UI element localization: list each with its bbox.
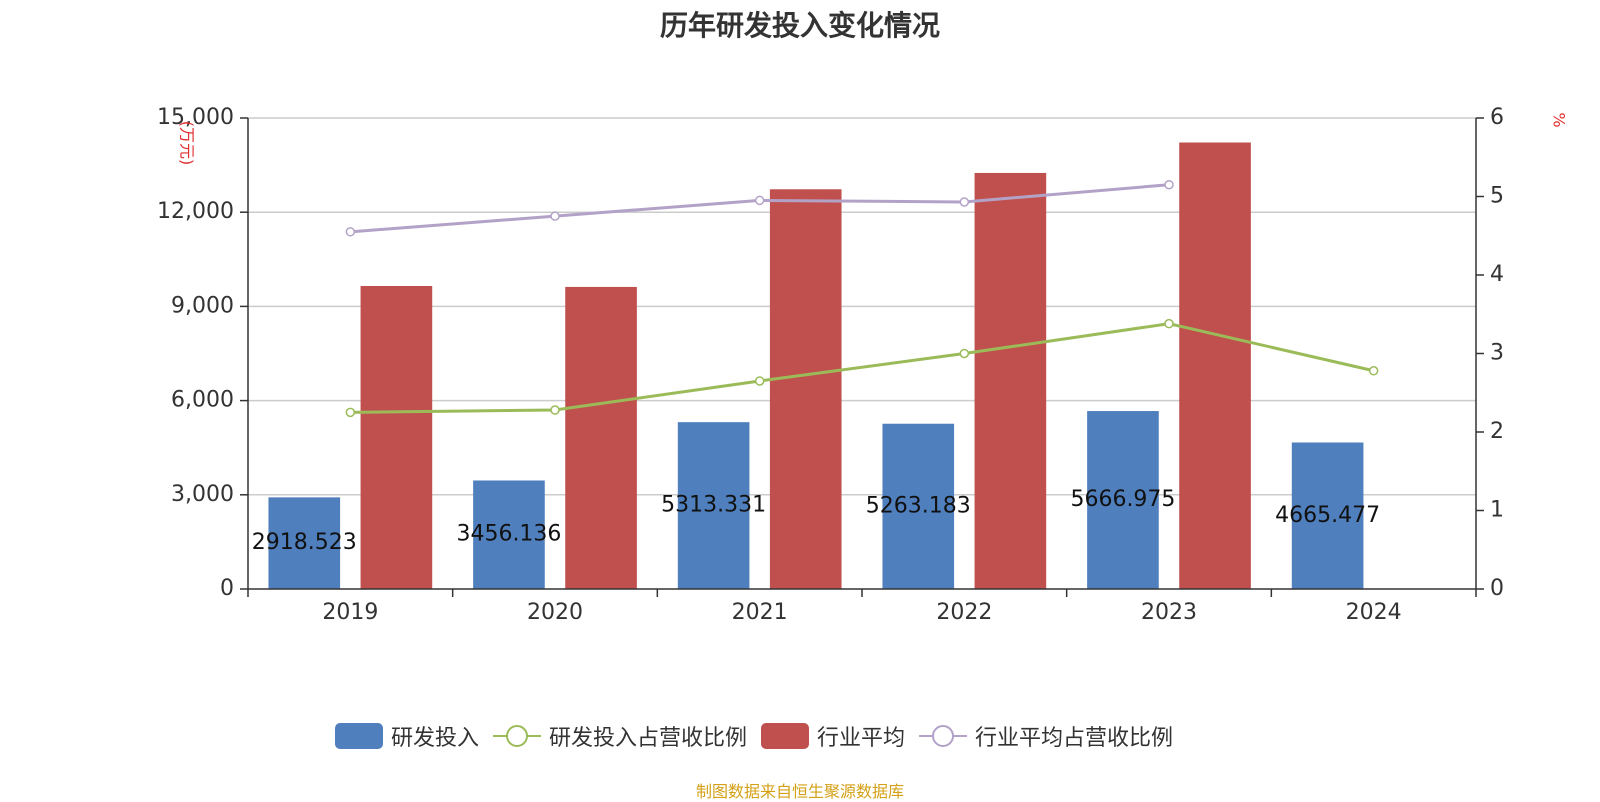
bar (360, 285, 433, 589)
left-axis-tick-label: 15,000 (157, 105, 234, 130)
bar (565, 286, 637, 589)
bar-data-label: 5666.975 (1070, 487, 1175, 512)
legend-label: 研发投入 (391, 726, 480, 751)
left-axis-tick-label: 3,000 (171, 482, 234, 507)
line-point (1164, 179, 1174, 190)
legend: 研发投入 研发投入占营收比例 行业平均 行业平均占营收比例 (335, 716, 1187, 756)
right-axis-tick-label: 1 (1490, 498, 1504, 523)
legend-item-rd-ratio[interactable]: 研发投入占营收比例 (493, 720, 747, 752)
line-point (1368, 366, 1379, 376)
axes: 0 3,000 6,000 9,000 12,000 15,000 0 1 2 3 4 5 6 2019 2… (157, 105, 1504, 625)
legend-swatch-rd-ratio (493, 725, 542, 747)
line-point (1164, 318, 1174, 329)
left-axis-tick-label: 0 (220, 576, 234, 601)
bar (1291, 442, 1364, 589)
legend-item-industry-average[interactable]: 行业平均 (761, 720, 905, 752)
bar-data-label: 5263.183 (866, 493, 971, 518)
gridlines (248, 117, 1476, 496)
bar (1087, 411, 1159, 589)
bars (268, 142, 1364, 589)
x-axis-tick-label: 2022 (936, 600, 992, 625)
x-axis-tick-label: 2023 (1141, 600, 1197, 625)
legend-swatch-industry-average (761, 723, 810, 749)
bar-data-label: 2918.523 (252, 530, 357, 555)
series-line (350, 322, 1375, 414)
left-axis-unit-label: (万元) (178, 121, 197, 166)
bar (882, 423, 955, 589)
data-labels: 2918.523 3456.136 5313.331 5263.183 5666.975… (252, 487, 1380, 555)
line-point (345, 227, 356, 237)
right-axis-tick-label: 6 (1490, 105, 1504, 130)
right-axis-tick-label: 4 (1490, 262, 1504, 287)
line-point (754, 195, 765, 206)
line-point (959, 197, 970, 207)
legend-label: 研发投入占营收比例 (549, 726, 748, 751)
line-point (550, 211, 560, 221)
bar (1179, 142, 1251, 589)
right-axis-tick-label: 0 (1490, 576, 1504, 601)
bar (677, 422, 750, 589)
source-note: 制图数据来自恒生聚源数据库 (695, 782, 904, 801)
bar (473, 480, 545, 589)
line-point (754, 376, 765, 386)
line-point (550, 405, 560, 415)
left-axis-tick-label: 9,000 (171, 293, 234, 318)
lines (345, 179, 1379, 418)
bar-data-label: 4665.477 (1275, 503, 1380, 528)
left-axis-tick-label: 12,000 (157, 199, 234, 224)
line-point (345, 407, 356, 418)
right-axis-tick-label: 2 (1490, 419, 1504, 444)
x-axis-tick-label: 2020 (527, 600, 583, 625)
legend-swatch-rd-investment (335, 723, 383, 749)
bar (974, 172, 1047, 589)
legend-label: 行业平均占营收比例 (975, 726, 1174, 751)
legend-item-rd-investment[interactable]: 研发投入 (335, 720, 479, 752)
bar-data-label: 5313.331 (661, 493, 766, 518)
right-axis-unit-label: % (1550, 112, 1569, 127)
right-axis-tick-label: 5 (1490, 184, 1504, 209)
legend-item-industry-ratio[interactable]: 行业平均占营收比例 (919, 720, 1173, 752)
bar (268, 497, 341, 589)
left-axis-tick-label: 6,000 (171, 388, 234, 413)
bar (769, 189, 842, 589)
x-axis-tick-label: 2024 (1346, 600, 1402, 625)
x-axis-tick-label: 2019 (322, 600, 378, 625)
bar-data-label: 3456.136 (456, 522, 561, 547)
right-axis-tick-label: 3 (1490, 341, 1504, 366)
x-axis-tick-label: 2021 (732, 600, 788, 625)
legend-swatch-industry-ratio (919, 725, 968, 747)
legend-label: 行业平均 (817, 726, 906, 751)
chart-title: 历年研发投入变化情况 (659, 9, 940, 42)
line-point (959, 348, 970, 359)
